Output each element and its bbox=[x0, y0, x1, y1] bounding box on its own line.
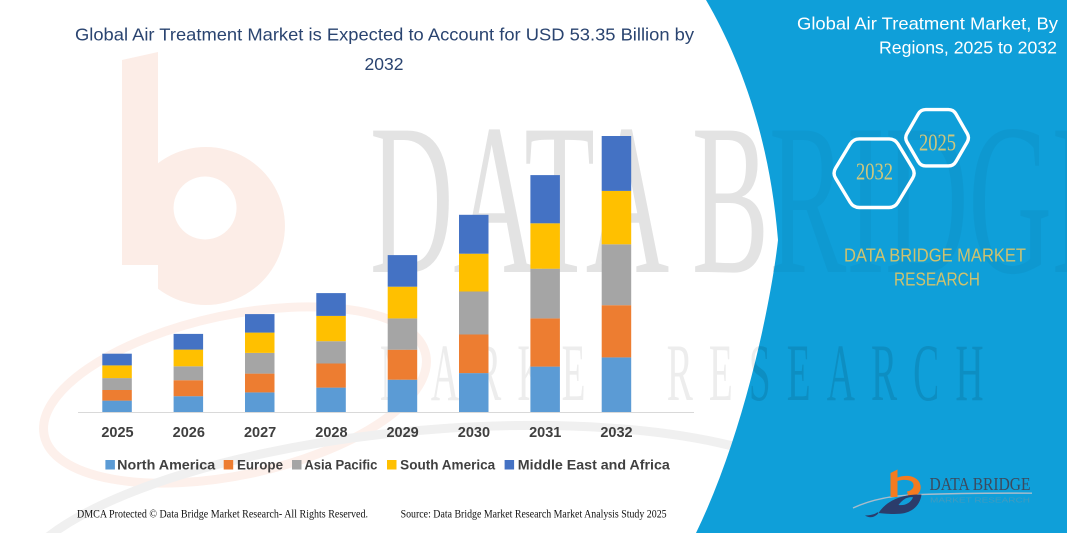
svg-text:2029: 2029 bbox=[386, 425, 418, 441]
svg-text:2028: 2028 bbox=[315, 425, 347, 441]
svg-text:Middle East and Africa: Middle East and Africa bbox=[518, 458, 671, 473]
svg-text:Regions, 2025 to 2032: Regions, 2025 to 2032 bbox=[879, 38, 1057, 58]
svg-text:2030: 2030 bbox=[458, 425, 490, 441]
svg-text:2031: 2031 bbox=[529, 425, 561, 441]
svg-text:2032: 2032 bbox=[365, 54, 404, 74]
svg-text:2032: 2032 bbox=[600, 425, 632, 441]
svg-text:South America: South America bbox=[400, 458, 495, 473]
svg-text:2032: 2032 bbox=[856, 160, 893, 186]
svg-text:Global Air Treatment Market, B: Global Air Treatment Market, By bbox=[797, 14, 1058, 34]
svg-text:2027: 2027 bbox=[244, 425, 276, 441]
svg-text:Global Air Treatment Market is: Global Air Treatment Market is Expected … bbox=[75, 25, 694, 45]
svg-text:RESEARCH: RESEARCH bbox=[894, 269, 980, 290]
svg-text:DATA BRIDGE MARKET: DATA BRIDGE MARKET bbox=[844, 245, 1026, 266]
svg-text:2025: 2025 bbox=[919, 131, 956, 157]
svg-text:Asia Pacific: Asia Pacific bbox=[304, 458, 377, 473]
svg-text:North America: North America bbox=[117, 458, 216, 473]
svg-text:DMCA Protected © Data Bridge M: DMCA Protected © Data Bridge Market Rese… bbox=[77, 509, 368, 521]
svg-text:Europe: Europe bbox=[237, 458, 283, 473]
svg-text:DATA BRIDGE: DATA BRIDGE bbox=[930, 474, 1031, 494]
svg-text:2026: 2026 bbox=[173, 425, 205, 441]
svg-text:2025: 2025 bbox=[101, 425, 133, 441]
svg-text:MARKET RESEARCH: MARKET RESEARCH bbox=[930, 496, 1030, 505]
svg-text:Source: Data Bridge Market Res: Source: Data Bridge Market Research Mark… bbox=[401, 509, 667, 521]
